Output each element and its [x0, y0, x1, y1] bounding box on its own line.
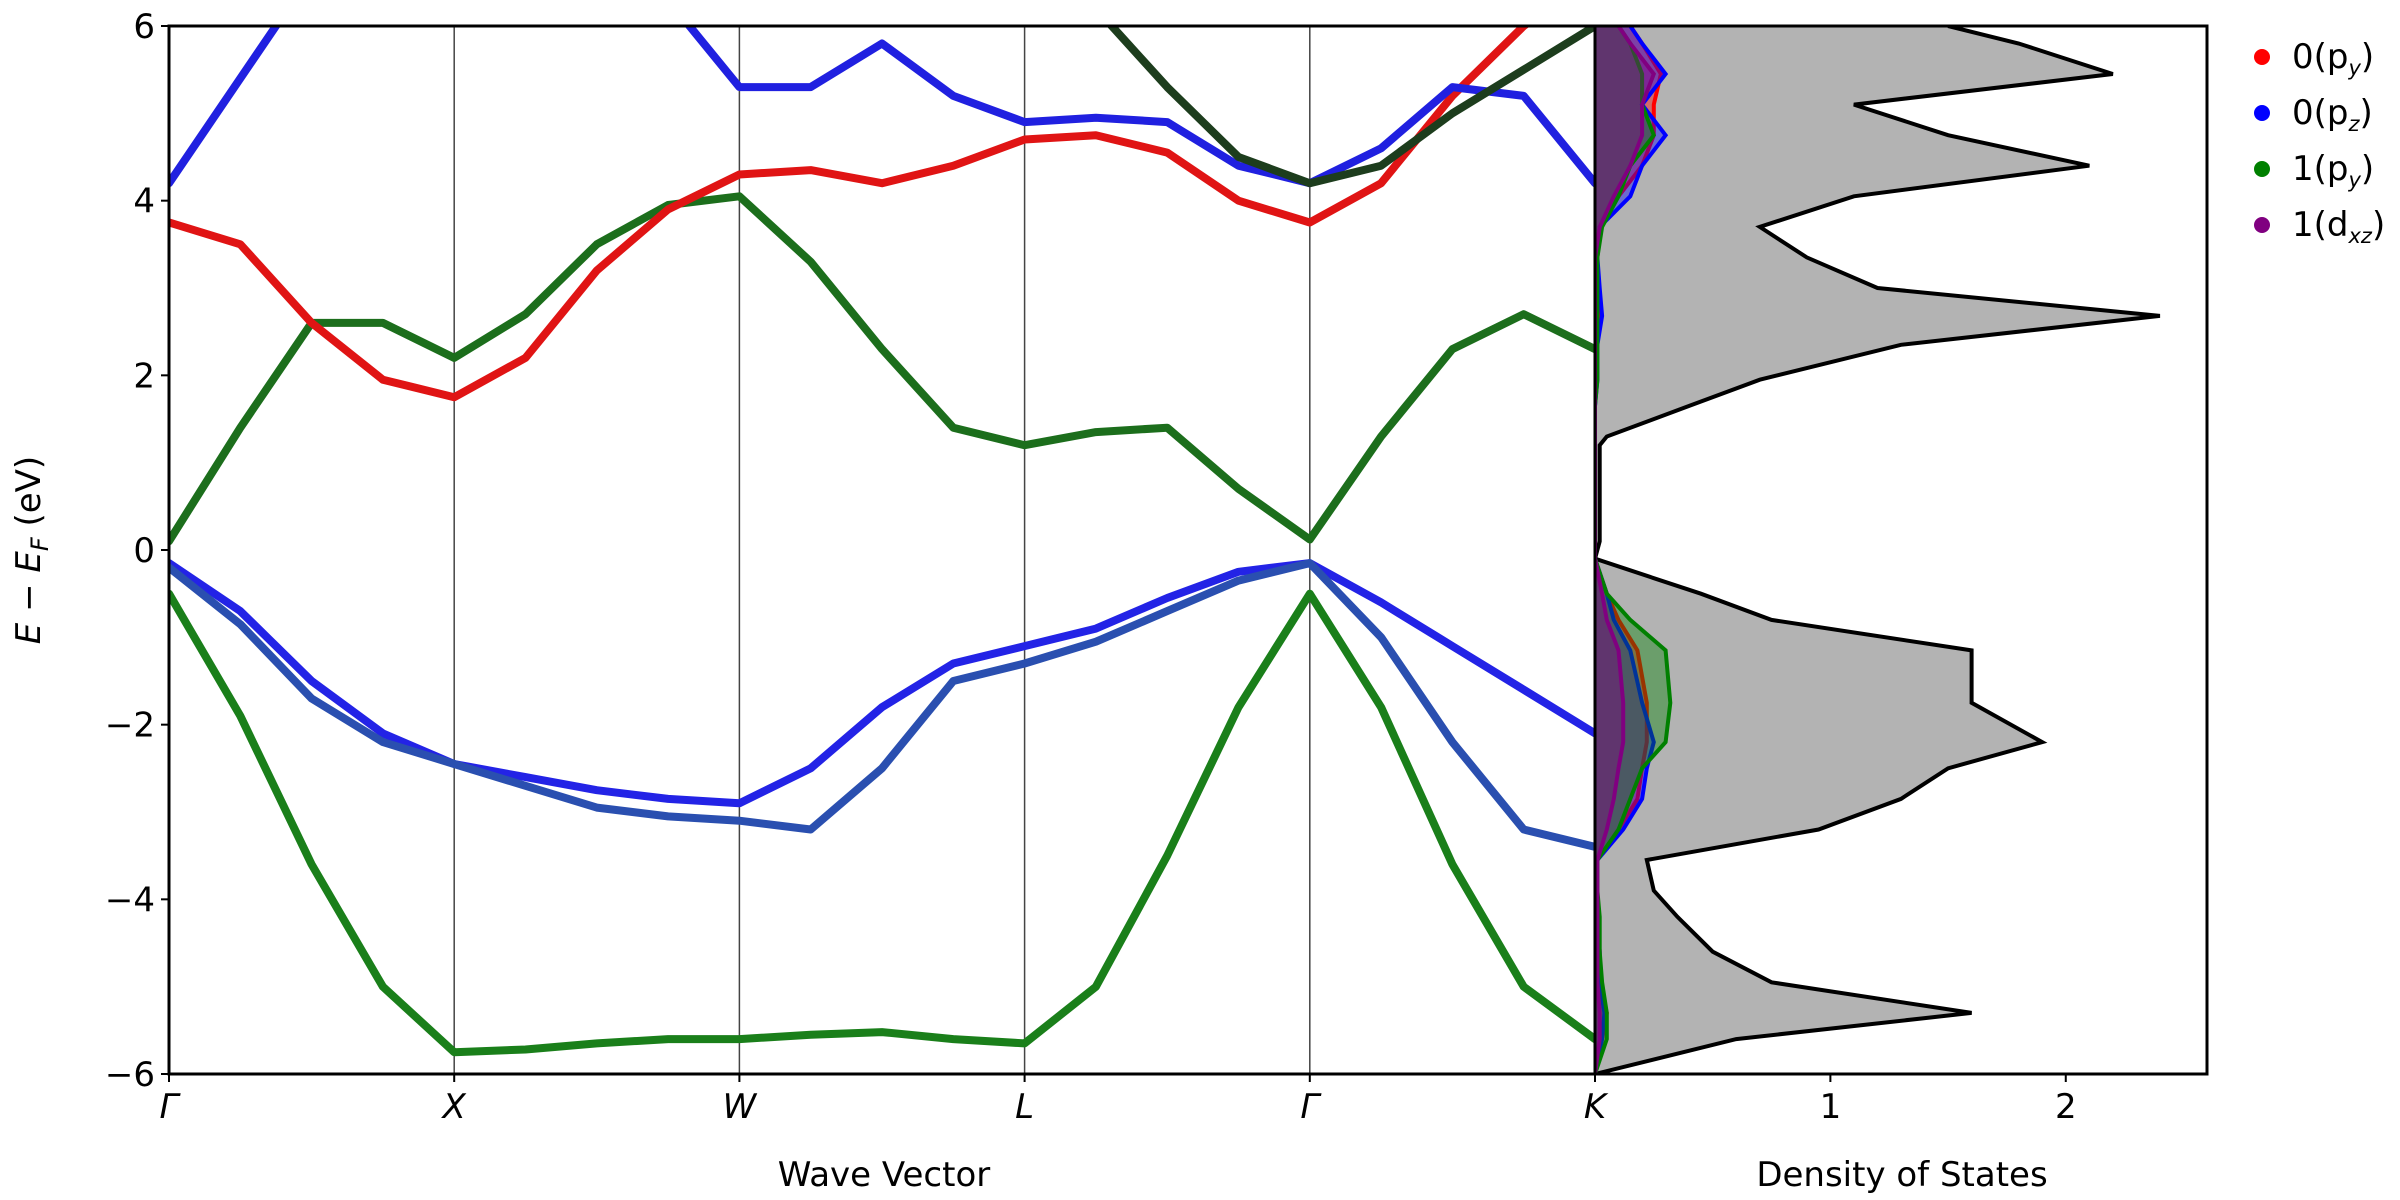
legend-label: 0(pz) [2292, 93, 2373, 136]
y-tick-label: 4 [133, 182, 155, 222]
x-tick-label: Γ [1300, 1087, 1322, 1127]
y-tick-label: 2 [133, 356, 155, 396]
legend-part: 0(p [2292, 37, 2348, 77]
band-line [1106, 26, 1595, 188]
y-tick-label: 6 [133, 7, 155, 47]
bands [169, 26, 1595, 1057]
legend-part: 1(d [2292, 205, 2348, 245]
legend-label: 1(dxz) [2292, 205, 2385, 248]
band-line [169, 26, 1531, 402]
legend-sub: z [2347, 112, 2360, 136]
y-label-part: (eV) [9, 456, 49, 538]
y-axis-label: E − EF (eV) [9, 456, 54, 644]
band-line [169, 26, 1595, 188]
legend-part: ) [2372, 205, 2385, 245]
legend-part: 1(p [2292, 149, 2348, 189]
dos-partial [1595, 26, 1671, 1074]
legend-sub: y [2347, 168, 2361, 192]
dos-outline [1595, 26, 1657, 1074]
dos-outline [1595, 26, 2161, 1074]
y-label-sub: F [26, 536, 54, 551]
band-line [169, 192, 1595, 546]
x-tick-label: K [1584, 1087, 1609, 1127]
y-tick-label: −4 [105, 880, 155, 920]
legend-marker [2254, 161, 2270, 177]
legend-part: ) [2360, 93, 2373, 133]
y-tick-label: −6 [105, 1055, 155, 1095]
x-tick-label: 2 [2055, 1087, 2077, 1127]
legend-sub: xz [2347, 224, 2372, 248]
legend-sub: y [2347, 56, 2361, 80]
legend-part: ) [2361, 37, 2374, 77]
legend-label: 0(py) [2292, 37, 2374, 80]
y-label-part: E − E [9, 551, 49, 645]
y-tick-label: −2 [105, 706, 155, 746]
band-line [169, 559, 1595, 808]
x-axis-label: Wave Vector [778, 1155, 990, 1195]
x-axis-label: Density of States [1756, 1155, 2047, 1195]
plot-frame [1593, 24, 2209, 1076]
band-line [169, 559, 1595, 851]
legend-part: 0(p [2292, 93, 2348, 133]
legend-label: 1(py) [2292, 149, 2374, 192]
legend-marker [2254, 49, 2270, 65]
x-tick-label: X [441, 1087, 467, 1127]
legend-marker [2254, 217, 2270, 233]
y-tick-label: 0 [133, 531, 155, 571]
x-tick-label: Γ [160, 1087, 182, 1127]
dos-total [1595, 26, 2160, 1074]
dos [1595, 26, 2161, 1074]
x-tick-label: 1 [1820, 1087, 1842, 1127]
x-tick-label: L [1015, 1087, 1034, 1127]
band-line [169, 589, 1595, 1057]
x-tick-label: W [723, 1087, 758, 1127]
legend-marker [2254, 105, 2270, 121]
legend-part: ) [2361, 149, 2374, 189]
